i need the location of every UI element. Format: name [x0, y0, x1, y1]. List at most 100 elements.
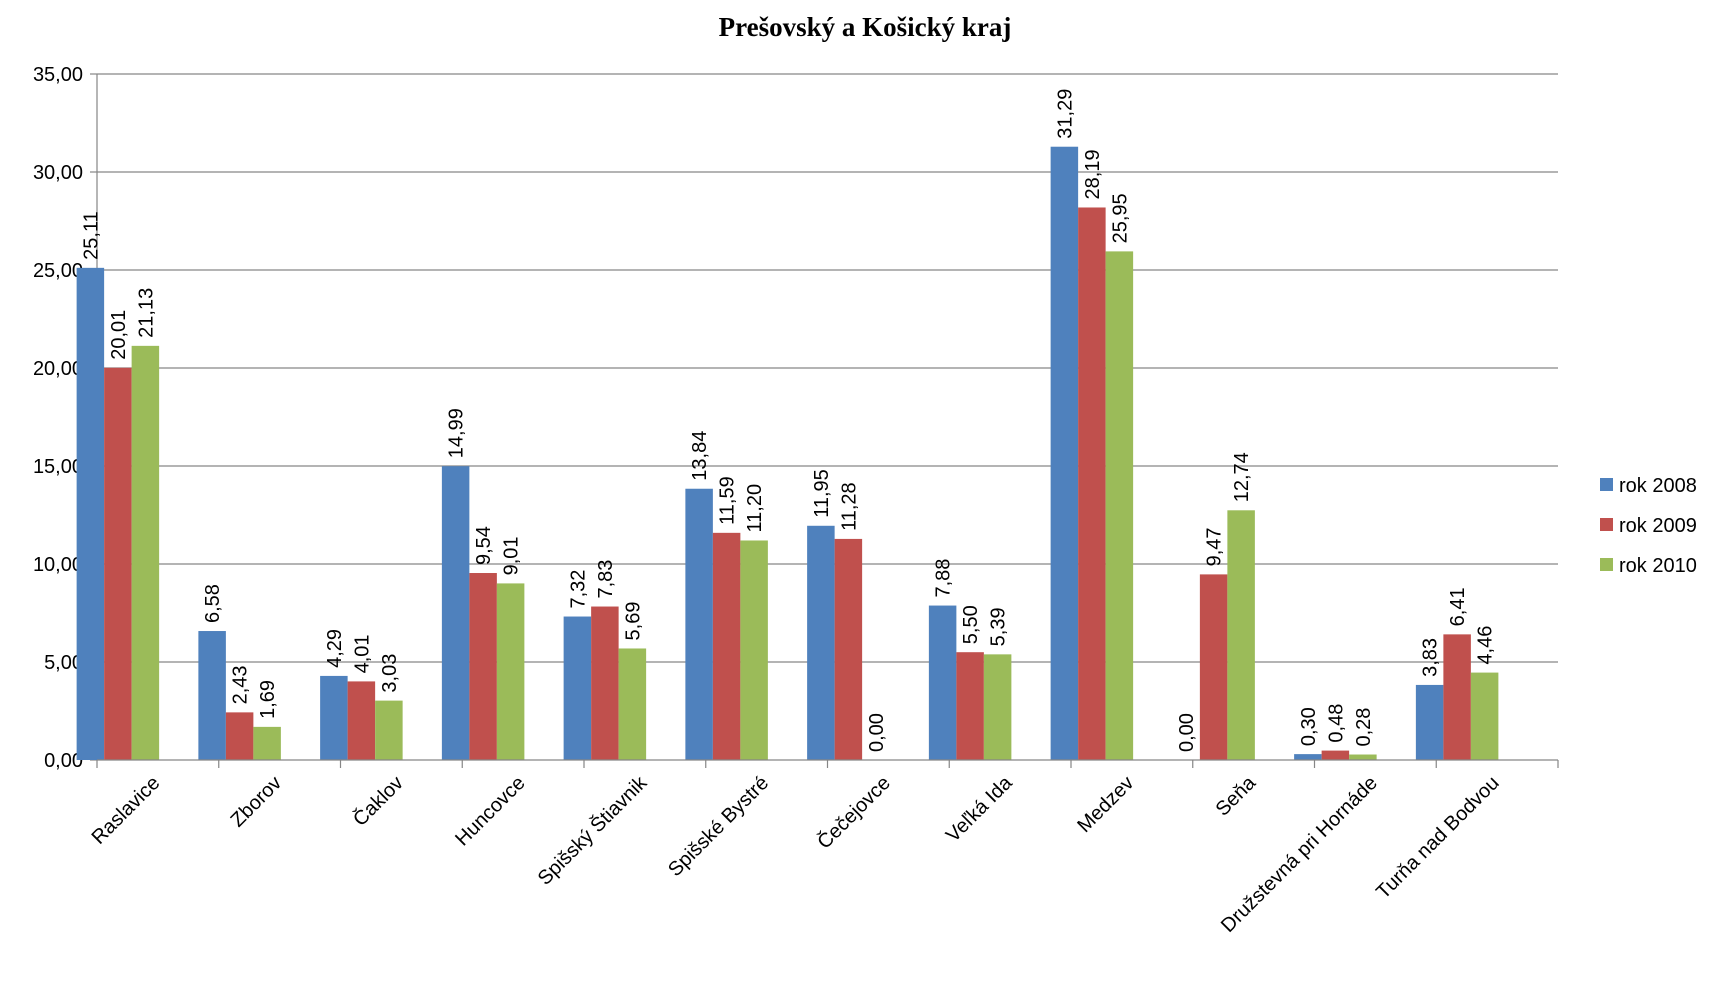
data-label: 1,69: [257, 680, 279, 719]
bar: [441, 466, 470, 760]
x-tick-label: Spišský Štiavnik: [533, 771, 652, 890]
data-label: 7,83: [595, 560, 617, 599]
bar: [1321, 750, 1350, 760]
data-label: 13,84: [689, 431, 711, 481]
x-tick-label: Huncovce: [451, 772, 529, 850]
data-label: 14,99: [446, 408, 468, 458]
x-tick-label: Čečejovce: [813, 771, 895, 853]
bar: [591, 606, 619, 760]
bar: [469, 573, 497, 760]
data-label: 0,48: [1325, 704, 1347, 743]
legend-swatch: [1600, 558, 1613, 571]
bar: [1349, 754, 1377, 760]
legend-label: rok 2010: [1619, 555, 1697, 577]
data-label: 31,29: [1054, 89, 1076, 139]
bar: [618, 648, 647, 760]
x-tick-label: Veľká Ida: [942, 771, 1017, 846]
bar: [320, 675, 348, 760]
data-label: 6,41: [1447, 587, 1469, 626]
data-label: 4,46: [1475, 626, 1497, 665]
legend-label: rok 2008: [1619, 475, 1697, 497]
data-label: 12,74: [1231, 452, 1253, 502]
y-tick-label: 15,00: [33, 456, 83, 478]
data-label: 0,28: [1353, 708, 1375, 747]
bar: [104, 367, 132, 760]
data-label: 3,03: [379, 654, 401, 693]
y-tick-label: 0,00: [44, 750, 83, 772]
y-tick-label: 10,00: [33, 554, 83, 576]
legend-swatch: [1600, 518, 1613, 531]
bar: [834, 538, 863, 760]
bar: [1105, 251, 1134, 760]
bar: [1199, 574, 1228, 760]
data-label: 9,54: [473, 526, 495, 565]
data-label: 11,59: [717, 476, 739, 525]
data-label: 0,00: [866, 713, 888, 752]
data-label: 7,88: [933, 559, 955, 598]
data-label: 5,50: [960, 605, 982, 644]
bar: [740, 540, 768, 760]
y-tick-label: 30,00: [33, 162, 83, 184]
data-label: 7,32: [567, 570, 589, 609]
bar: [807, 525, 835, 760]
data-label: 2,43: [230, 665, 252, 704]
bar: [1050, 146, 1079, 760]
bar: [1443, 634, 1471, 760]
data-label: 25,95: [1109, 193, 1131, 243]
bar: [198, 631, 226, 760]
bar: [563, 616, 592, 760]
bar: [1470, 672, 1499, 760]
bar: [1227, 510, 1255, 760]
chart-title: Prešovský a Košický kraj: [719, 12, 1012, 42]
bar: [956, 652, 984, 760]
bar: [685, 488, 713, 760]
x-tick-label: Zborov: [227, 772, 287, 832]
data-label: 21,13: [135, 288, 157, 338]
bar: [1294, 754, 1322, 760]
y-tick-label: 35,00: [33, 64, 83, 86]
data-label: 3,83: [1420, 638, 1442, 677]
bar: [225, 712, 254, 760]
bar: [375, 700, 403, 760]
x-tick-label: Spišské Bystré: [664, 772, 773, 881]
x-tick-label: Raslavice: [88, 772, 165, 849]
y-tick-label: 5,00: [44, 652, 83, 674]
x-tick-label: Turňa nad Bodvou: [1372, 772, 1503, 903]
data-label: 25,11: [80, 211, 102, 260]
bar: [496, 583, 525, 760]
data-label: 28,19: [1082, 149, 1104, 199]
bar: [1078, 207, 1106, 760]
data-label: 5,39: [988, 607, 1010, 646]
data-label: 5,69: [622, 602, 644, 641]
legend-label: rok 2009: [1619, 515, 1697, 537]
x-tick-label: Čaklov: [348, 771, 407, 830]
data-label: 0,00: [1176, 713, 1198, 752]
bar: [712, 532, 741, 760]
y-tick-label: 20,00: [33, 358, 83, 380]
bars: 25,11 20,01 21,13 6,58 2,43 1,69 4,29 4,01 3,03 1…: [76, 89, 1499, 760]
data-label: 4,01: [351, 634, 373, 673]
legend: rok 2008 rok 2009 rok 2010: [1600, 475, 1697, 577]
bar: [983, 654, 1012, 760]
x-axis: Raslavice Zborov Čaklov Huncovce Spišský Šti…: [88, 759, 1559, 937]
y-tick-label: 25,00: [33, 260, 83, 282]
bar: [76, 267, 105, 760]
legend-swatch: [1600, 478, 1613, 491]
bar: [253, 726, 281, 760]
bar: [131, 345, 160, 760]
bar: [347, 681, 376, 760]
gridlines: [97, 73, 1558, 663]
x-tick-label: Seňa: [1212, 771, 1261, 820]
data-label: 11,95: [811, 469, 833, 518]
data-label: 6,58: [202, 584, 224, 623]
data-label: 9,47: [1204, 527, 1226, 566]
data-label: 9,01: [501, 536, 523, 575]
data-label: 0,30: [1298, 707, 1320, 746]
bar: [928, 605, 957, 760]
data-label: 11,20: [744, 484, 766, 533]
bar: [1415, 684, 1444, 760]
data-label: 11,28: [838, 482, 860, 531]
data-label: 20,01: [108, 310, 130, 360]
x-tick-label: Medzev: [1073, 772, 1138, 837]
